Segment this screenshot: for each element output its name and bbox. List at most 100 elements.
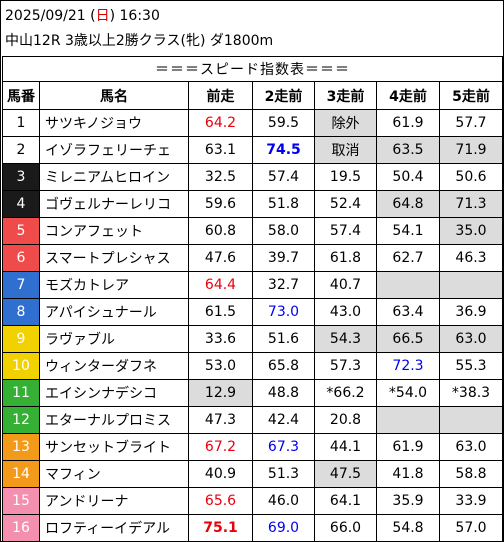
table-row: 2 イゾラフェリーチェ 63.1 74.5 取消 63.5 71.9	[2, 136, 503, 164]
horse-name: アパイシュナール	[39, 298, 189, 326]
speed-index-cell: *38.3	[439, 379, 503, 407]
speed-index-cell: 63.5	[376, 136, 440, 164]
speed-index-cell: 66.0	[314, 514, 377, 542]
date-prefix: 2025/09/21 (	[5, 8, 96, 24]
horse-name: コンアフェット	[39, 217, 189, 245]
horse-number: 13	[2, 433, 40, 461]
speed-index-cell: 61.5	[188, 298, 253, 326]
speed-index-cell: 67.3	[252, 433, 315, 461]
col-header-horse-name: 馬名	[39, 81, 189, 110]
horse-number: 10	[2, 352, 40, 380]
speed-index-cell: 64.2	[188, 109, 253, 137]
horse-number: 8	[2, 298, 40, 326]
table-row: 10 ウィンターダフネ 53.0 65.8 57.3 72.3 55.3	[2, 352, 503, 380]
speed-index-cell: 取消	[314, 136, 377, 164]
horse-name: ウィンターダフネ	[39, 352, 189, 380]
speed-index-cell: 42.4	[252, 406, 315, 434]
horse-name: サンセットブライト	[39, 433, 189, 461]
horse-name: マフィン	[39, 460, 189, 488]
speed-index-cell: 54.1	[376, 217, 440, 245]
race-title: 中山12R 3歳以上2勝クラス(牝) ダ1800m	[5, 33, 274, 49]
speed-index-cell	[439, 406, 503, 434]
speed-index-cell: 57.0	[439, 514, 503, 542]
speed-index-cell: 39.7	[252, 244, 315, 272]
speed-index-cell: 50.4	[376, 163, 440, 191]
speed-index-cell: 64.8	[376, 190, 440, 218]
horse-name: モズカトレア	[39, 271, 189, 299]
speed-index-cell: 60.8	[188, 217, 253, 245]
speed-index-cell: 57.7	[439, 109, 503, 137]
speed-index-cell: 61.8	[314, 244, 377, 272]
table-title-row: ＝＝＝スピード指数表＝＝＝	[2, 56, 503, 82]
speed-index-cell: 63.0	[439, 433, 503, 461]
speed-index-cell: 35.9	[376, 487, 440, 515]
horse-name: ミレニアムヒロイン	[39, 163, 189, 191]
speed-index-cell: 35.0	[439, 217, 503, 245]
speed-index-cell: 54.8	[376, 514, 440, 542]
speed-index-cell: 73.0	[252, 298, 315, 326]
speed-index-cell: 72.3	[376, 352, 440, 380]
speed-index-cell: 63.0	[439, 325, 503, 353]
column-header-row: 馬番 馬名 前走 2走前 3走前 4走前 5走前	[2, 81, 503, 110]
speed-index-cell: 33.6	[188, 325, 253, 353]
col-header-3-races-ago: 3走前	[314, 81, 377, 110]
speed-index-cell	[376, 271, 440, 299]
horse-name: スマートプレシャス	[39, 244, 189, 272]
table-title: ＝＝＝スピード指数表＝＝＝	[2, 56, 503, 82]
speed-index-cell: 71.9	[439, 136, 503, 164]
speed-index-cell: 57.4	[252, 163, 315, 191]
speed-index-cell: 47.5	[314, 460, 377, 488]
speed-index-cell: 12.9	[188, 379, 253, 407]
horse-name: エイシンナデシコ	[39, 379, 189, 407]
col-header-last-race: 前走	[188, 81, 253, 110]
speed-index-cell: 66.5	[376, 325, 440, 353]
speed-index-cell: 61.9	[376, 109, 440, 137]
horse-number: 11	[2, 379, 40, 407]
horse-number: 1	[2, 109, 40, 137]
speed-index-cell: 61.9	[376, 433, 440, 461]
table-row: 11 エイシンナデシコ 12.9 48.8 *66.2 *54.0 *38.3	[2, 379, 503, 407]
speed-index-cell: 67.2	[188, 433, 253, 461]
table-row: 1 サツキノジョウ 64.2 59.5 除外 61.9 57.7	[2, 109, 503, 137]
table-row: 4 ゴヴェルナーレリコ 59.6 51.8 52.4 64.8 71.3	[2, 190, 503, 218]
speed-index-cell: 47.6	[188, 244, 253, 272]
speed-index-cell: 52.4	[314, 190, 377, 218]
speed-index-cell: 44.1	[314, 433, 377, 461]
speed-index-cell: 69.0	[252, 514, 315, 542]
horse-number: 6	[2, 244, 40, 272]
speed-index-cell: *54.0	[376, 379, 440, 407]
speed-index-cell: 57.3	[314, 352, 377, 380]
speed-index-table: ＝＝＝スピード指数表＝＝＝ 馬番 馬名 前走 2走前 3走前 4走前 5走前 1…	[2, 56, 503, 542]
speed-index-cell: 36.9	[439, 298, 503, 326]
speed-index-cell: 71.3	[439, 190, 503, 218]
speed-index-cell: 59.5	[252, 109, 315, 137]
speed-index-cell: 58.0	[252, 217, 315, 245]
speed-index-cell: 62.7	[376, 244, 440, 272]
col-header-5-races-ago: 5走前	[439, 81, 503, 110]
speed-index-cell: 41.8	[376, 460, 440, 488]
speed-index-cell: 43.0	[314, 298, 377, 326]
speed-index-cell: 64.1	[314, 487, 377, 515]
speed-index-cell	[439, 271, 503, 299]
table-row: 5 コンアフェット 60.8 58.0 57.4 54.1 35.0	[2, 217, 503, 245]
col-header-4-races-ago: 4走前	[376, 81, 440, 110]
table-row: 16 ロフティーイデアル 75.1 69.0 66.0 54.8 57.0	[2, 514, 503, 542]
speed-index-cell: 40.9	[188, 460, 253, 488]
table-row: 7 モズカトレア 64.4 32.7 40.7	[2, 271, 503, 299]
table-row: 6 スマートプレシャス 47.6 39.7 61.8 62.7 46.3	[2, 244, 503, 272]
horse-number: 9	[2, 325, 40, 353]
speed-index-cell: 65.6	[188, 487, 253, 515]
horse-name: イゾラフェリーチェ	[39, 136, 189, 164]
speed-index-cell: 19.5	[314, 163, 377, 191]
speed-index-cell	[376, 406, 440, 434]
speed-index-cell: 64.4	[188, 271, 253, 299]
horse-number: 4	[2, 190, 40, 218]
speed-index-cell: *66.2	[314, 379, 377, 407]
speed-index-cell: 46.0	[252, 487, 315, 515]
speed-index-cell: 47.3	[188, 406, 253, 434]
speed-index-cell: 32.7	[252, 271, 315, 299]
speed-index-cell: 除外	[314, 109, 377, 137]
race-datetime: 2025/09/21 (日) 16:30	[5, 7, 160, 25]
table-row: 14 マフィン 40.9 51.3 47.5 41.8 58.8	[2, 460, 503, 488]
